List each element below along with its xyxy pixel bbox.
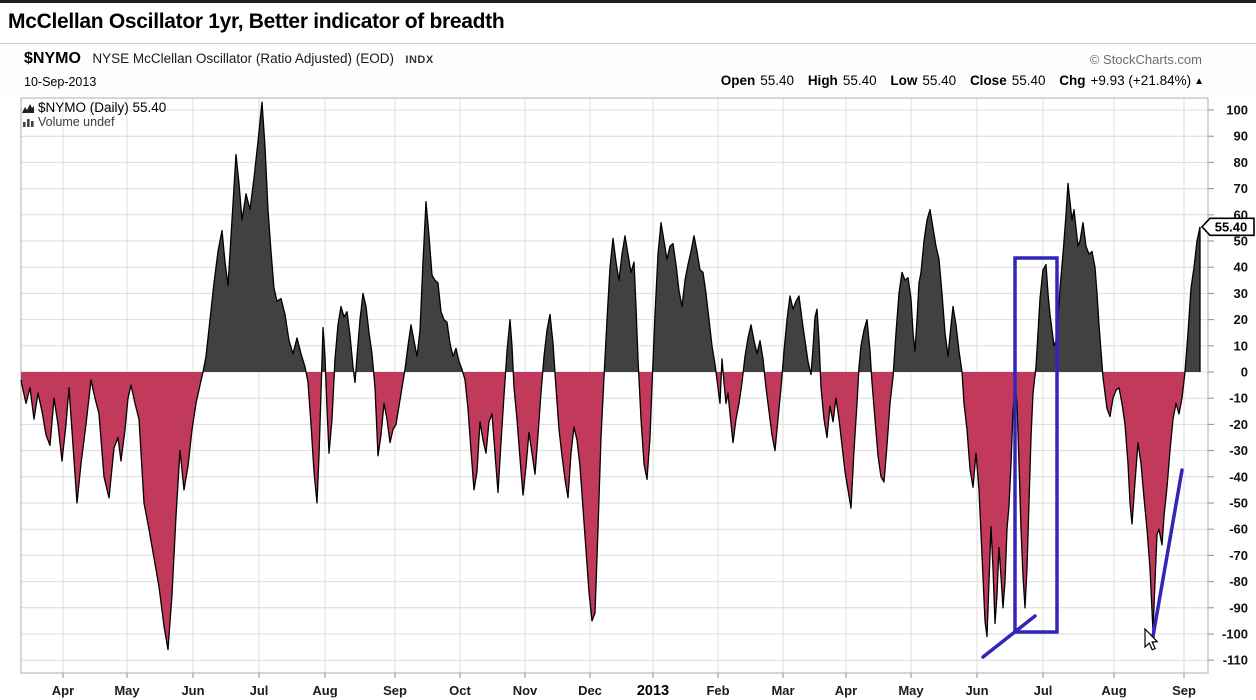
y-tick-label: -30 [1229,443,1248,458]
close-label: Close [969,73,1007,88]
y-tick-label: -50 [1229,496,1248,511]
y-tick-label: 80 [1234,155,1248,170]
x-tick-label: Apr [835,683,857,698]
chg-up-arrow-icon: ▲ [1194,76,1204,87]
y-tick-label: -100 [1222,627,1248,642]
low-value: 55.40 [922,73,957,88]
high-value: 55.40 [842,73,877,88]
symbol-row: $NYMO NYSE McClellan Oscillator (Ratio A… [24,50,434,68]
x-tick-label: Nov [513,683,538,698]
x-tick-label: Jul [1034,683,1053,698]
page-title: McClellan Oscillator 1yr, Better indicat… [8,10,505,33]
x-tick-label: Aug [312,683,337,698]
y-tick-label: -80 [1229,574,1248,589]
x-tick-label: Aug [1101,683,1126,698]
oscillator-area-positive [21,102,1200,372]
plot-border [20,97,1209,674]
last-price-callout-text: 55.40 [1215,219,1248,234]
y-tick-label: 90 [1234,129,1248,144]
y-tick-label: -10 [1229,391,1248,406]
x-tick-label: May [114,683,140,698]
x-tick-label: Apr [52,683,74,698]
open-label: Open [720,73,756,88]
trendline-annotation [1150,468,1184,644]
oscillator-outline [20,101,1201,651]
legend-volume-label: Volume undef [38,115,115,129]
legend-volume-line: Volume undef [22,115,166,130]
y-tick-label: -20 [1229,417,1248,432]
y-tick-label: 70 [1234,181,1248,196]
y-tick-label: 10 [1234,338,1248,353]
high-label: High [807,73,838,88]
chg-label: Chg [1059,73,1086,88]
chart-date: 10-Sep-2013 [24,75,97,89]
last-price-callout [1200,217,1255,237]
video-top-edge [0,0,1256,3]
y-tick-label: 40 [1234,260,1248,275]
chg-value: +9.93 (+21.84%) [1090,73,1192,88]
legend-series-label: $NYMO (Daily) 55.40 [38,100,167,115]
low-label: Low [890,73,918,88]
annotation-title-bar: McClellan Oscillator 1yr, Better indicat… [0,3,1256,44]
open-value: 55.40 [760,73,795,88]
x-tick-label: Jun [181,683,204,698]
x-tick-label: Mar [771,683,794,698]
stockcharts-watermark: © StockCharts.com [1089,52,1202,67]
chart-header: $NYMO NYSE McClellan Oscillator (Ratio A… [0,44,1256,98]
x-tick-label: Dec [578,683,602,698]
y-tick-label: 30 [1234,286,1248,301]
oscillator-area-negative [21,372,1200,650]
x-tick-label: 2013 [637,683,669,699]
x-tick-label: Sep [1172,683,1196,698]
y-tick-label: 0 [1241,365,1248,380]
chart-legend: $NYMO (Daily) 55.40 Volume undef [22,100,166,130]
symbol-description: NYSE McClellan Oscillator (Ratio Adjuste… [92,51,394,66]
x-tick-label: Feb [706,683,729,698]
x-tick-label: Jul [250,683,269,698]
mouse-cursor [1144,627,1159,651]
legend-series-line: $NYMO (Daily) 55.40 [22,100,166,115]
y-tick-label: 100 [1226,103,1248,118]
exchange-label: INDX [405,54,434,66]
x-tick-label: Oct [449,683,471,698]
y-tick-label: -40 [1229,469,1248,484]
x-tick-label: Jun [965,683,988,698]
y-tick-label: -110 [1223,653,1248,668]
y-tick-label: -90 [1229,600,1248,615]
close-value: 55.40 [1011,73,1046,88]
y-tick-label: 50 [1234,234,1248,249]
volume-bars-icon [23,119,34,127]
trendline-annotation [981,614,1037,659]
ohlc-readout: Open 55.40 High 55.40 Low 55.40 Close 55.40 … [721,73,1204,88]
y-tick-label: -60 [1229,522,1248,537]
y-tick-label: -70 [1229,548,1248,563]
area-chart-icon [22,104,34,113]
x-tick-label: May [898,683,924,698]
highlight-rectangle-annotation [1013,256,1059,634]
y-tick-label: 20 [1234,312,1248,327]
x-tick-label: Sep [383,683,407,698]
ticker-symbol: $NYMO [24,50,81,67]
